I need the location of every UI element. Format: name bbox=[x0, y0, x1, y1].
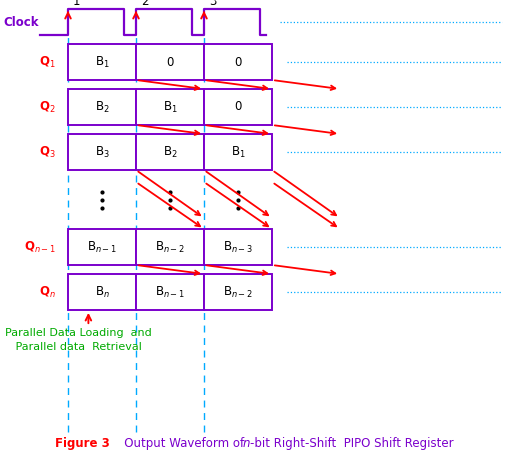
Bar bbox=[136, 44, 204, 80]
Text: Q$_2$: Q$_2$ bbox=[39, 99, 56, 115]
Bar bbox=[204, 44, 272, 80]
Text: 2: 2 bbox=[141, 0, 148, 8]
Text: Parallel Data Loading  and: Parallel Data Loading and bbox=[5, 328, 152, 338]
Bar bbox=[136, 89, 204, 125]
Text: B$_{n-3}$: B$_{n-3}$ bbox=[223, 239, 253, 255]
Bar bbox=[136, 134, 204, 170]
Text: 1: 1 bbox=[73, 0, 80, 8]
Text: B$_n$: B$_n$ bbox=[95, 285, 110, 299]
Text: B$_1$: B$_1$ bbox=[231, 145, 245, 159]
Bar bbox=[204, 229, 272, 265]
Bar bbox=[68, 44, 136, 80]
Bar bbox=[68, 229, 136, 265]
Text: Q$_3$: Q$_3$ bbox=[39, 145, 56, 159]
Text: Output Waveform of: Output Waveform of bbox=[113, 437, 248, 450]
Bar bbox=[68, 89, 136, 125]
Text: 0: 0 bbox=[166, 55, 174, 68]
Text: Clock: Clock bbox=[3, 16, 38, 29]
Text: B$_1$: B$_1$ bbox=[163, 99, 177, 115]
Bar bbox=[204, 274, 272, 310]
Text: 0: 0 bbox=[234, 101, 242, 114]
Text: 0: 0 bbox=[234, 55, 242, 68]
Bar bbox=[136, 229, 204, 265]
Text: Q$_1$: Q$_1$ bbox=[39, 55, 56, 70]
Text: Figure 3: Figure 3 bbox=[55, 437, 110, 450]
Text: B$_{n-1}$: B$_{n-1}$ bbox=[155, 285, 185, 299]
Text: B$_{n-1}$: B$_{n-1}$ bbox=[87, 239, 117, 255]
Bar bbox=[136, 274, 204, 310]
Text: B$_3$: B$_3$ bbox=[95, 145, 110, 159]
Bar bbox=[68, 274, 136, 310]
Text: -bit Right-Shift  PIPO Shift Register: -bit Right-Shift PIPO Shift Register bbox=[250, 437, 454, 450]
Bar bbox=[204, 134, 272, 170]
Text: Q$_n$: Q$_n$ bbox=[39, 285, 56, 299]
Text: n: n bbox=[243, 437, 250, 450]
Bar bbox=[68, 134, 136, 170]
Text: Parallel data  Retrieval: Parallel data Retrieval bbox=[5, 342, 142, 352]
Text: B$_{n-2}$: B$_{n-2}$ bbox=[155, 239, 185, 255]
Text: Q$_{n-1}$: Q$_{n-1}$ bbox=[24, 239, 56, 255]
Text: 3: 3 bbox=[209, 0, 217, 8]
Text: B$_2$: B$_2$ bbox=[163, 145, 177, 159]
Text: B$_1$: B$_1$ bbox=[95, 55, 110, 70]
Text: B$_{n-2}$: B$_{n-2}$ bbox=[223, 285, 253, 299]
Text: B$_2$: B$_2$ bbox=[95, 99, 109, 115]
Bar bbox=[204, 89, 272, 125]
